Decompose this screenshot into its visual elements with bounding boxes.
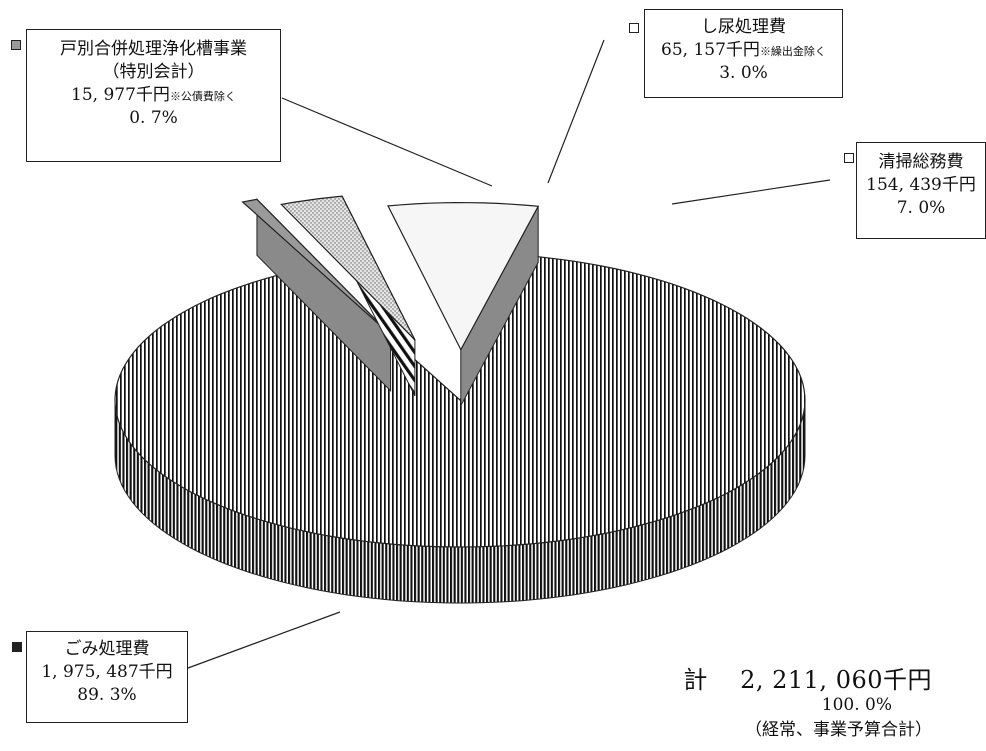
slice-amount: 65, 157千円: [661, 40, 760, 61]
slice-note: ※公債費除く: [169, 90, 236, 104]
total-label: 計: [683, 666, 708, 694]
total-row: 計 2, 211, 060千円: [683, 660, 932, 695]
slice-general: [387, 201, 540, 406]
slice-amount: 1, 975, 487千円: [41, 662, 173, 683]
slice-general-leader-line: [671, 179, 831, 205]
slice-septic-top: [241, 198, 392, 336]
slice-amount-row: 15, 977千円※公債費除く: [27, 84, 280, 107]
slice-label-septic: 戸別合併処理浄化槽事業 （特別会計） 15, 977千円※公債費除く 0. 7%: [26, 29, 281, 162]
slice-name: ごみ処理費: [64, 639, 150, 659]
slice-percent: 3. 0%: [719, 63, 768, 84]
slice-nightsoil-leader-line: [547, 39, 605, 184]
slice-septic-leader-line: [281, 97, 493, 187]
slice-amount: 15, 977千円: [71, 85, 170, 106]
legend-marker-nightsoil: [629, 23, 639, 33]
total-note: （経常、事業予算合計）: [745, 720, 932, 740]
legend-marker-garbage: [12, 642, 22, 652]
total-amount: 2, 211, 060千円: [740, 666, 932, 694]
slice-percent: 0. 7%: [129, 108, 178, 129]
legend-marker-general: [844, 153, 854, 163]
slice-nightsoil-top: [280, 195, 416, 341]
legend-marker-septic: [11, 40, 21, 50]
slice-amount-row: 65, 157千円※繰出金除く: [645, 39, 842, 62]
total-summary: 計 2, 211, 060千円 100. 0% （経常、事業予算合計）: [683, 660, 932, 740]
slice-garbage-top: [114, 256, 806, 548]
slice-amount: 154, 439千円: [866, 175, 976, 196]
slice-label-garbage: ごみ処理費 1, 975, 487千円 89. 3%: [26, 631, 188, 723]
slice-septic: [241, 198, 392, 393]
slice-percent: 7. 0%: [896, 198, 946, 219]
slice-general-top: [387, 201, 540, 351]
slice-name-line-1: 戸別合併処理浄化槽事業: [60, 39, 247, 59]
slice-percent: 89. 3%: [77, 685, 137, 706]
total-percent: 100. 0%: [821, 695, 892, 715]
slice-label-general: 清掃総務費 154, 439千円 7. 0%: [856, 142, 986, 239]
slice-label-nightsoil: し尿処理費 65, 157千円※繰出金除く 3. 0%: [644, 9, 843, 98]
slice-name: 清掃総務費: [878, 152, 964, 172]
slice-note: ※繰出金除く: [759, 45, 826, 59]
slice-nightsoil: [280, 195, 416, 397]
slice-garbage: [114, 256, 806, 604]
slice-name-line-2: （特別会計）: [102, 62, 205, 83]
slice-garbage-leader-line: [187, 611, 341, 669]
slice-name: し尿処理費: [701, 17, 786, 37]
